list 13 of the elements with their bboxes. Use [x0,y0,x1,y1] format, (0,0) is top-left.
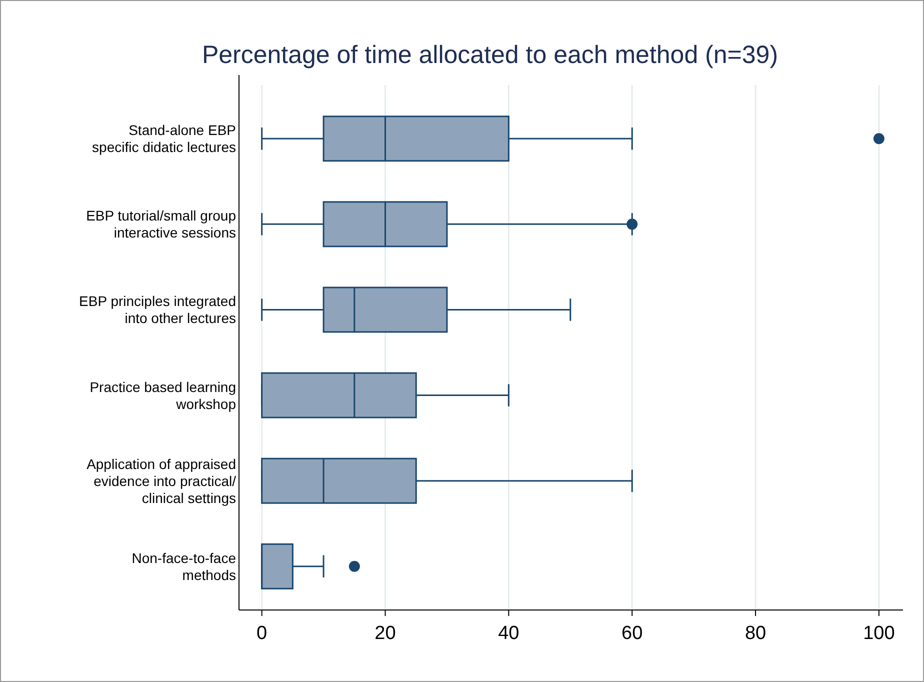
x-tick-label: 20 [374,623,396,644]
x-tick-label: 80 [744,623,766,644]
chart-title: Percentage of time allocated to each method (n=39) [202,41,778,69]
y-tick-label: Application of appraised evidence into practical/ clinical settings [86,456,236,506]
y-tick-label: EBP principles integrated into other lectures [79,293,236,326]
x-tick-label: 60 [622,623,643,644]
x-tick-label: 0 [256,623,268,644]
x-tick-label: 40 [498,623,520,644]
y-tick-label: EBP tutorial/small group interactive sessions [86,208,236,241]
y-tick-label: Stand-alone EBP specific didatic lectures [92,122,236,156]
y-tick-label: Non-face-to-face methods [132,550,236,583]
x-tick-label: 100 [863,623,895,644]
y-tick-label: Practice based learning workshop [90,378,236,412]
